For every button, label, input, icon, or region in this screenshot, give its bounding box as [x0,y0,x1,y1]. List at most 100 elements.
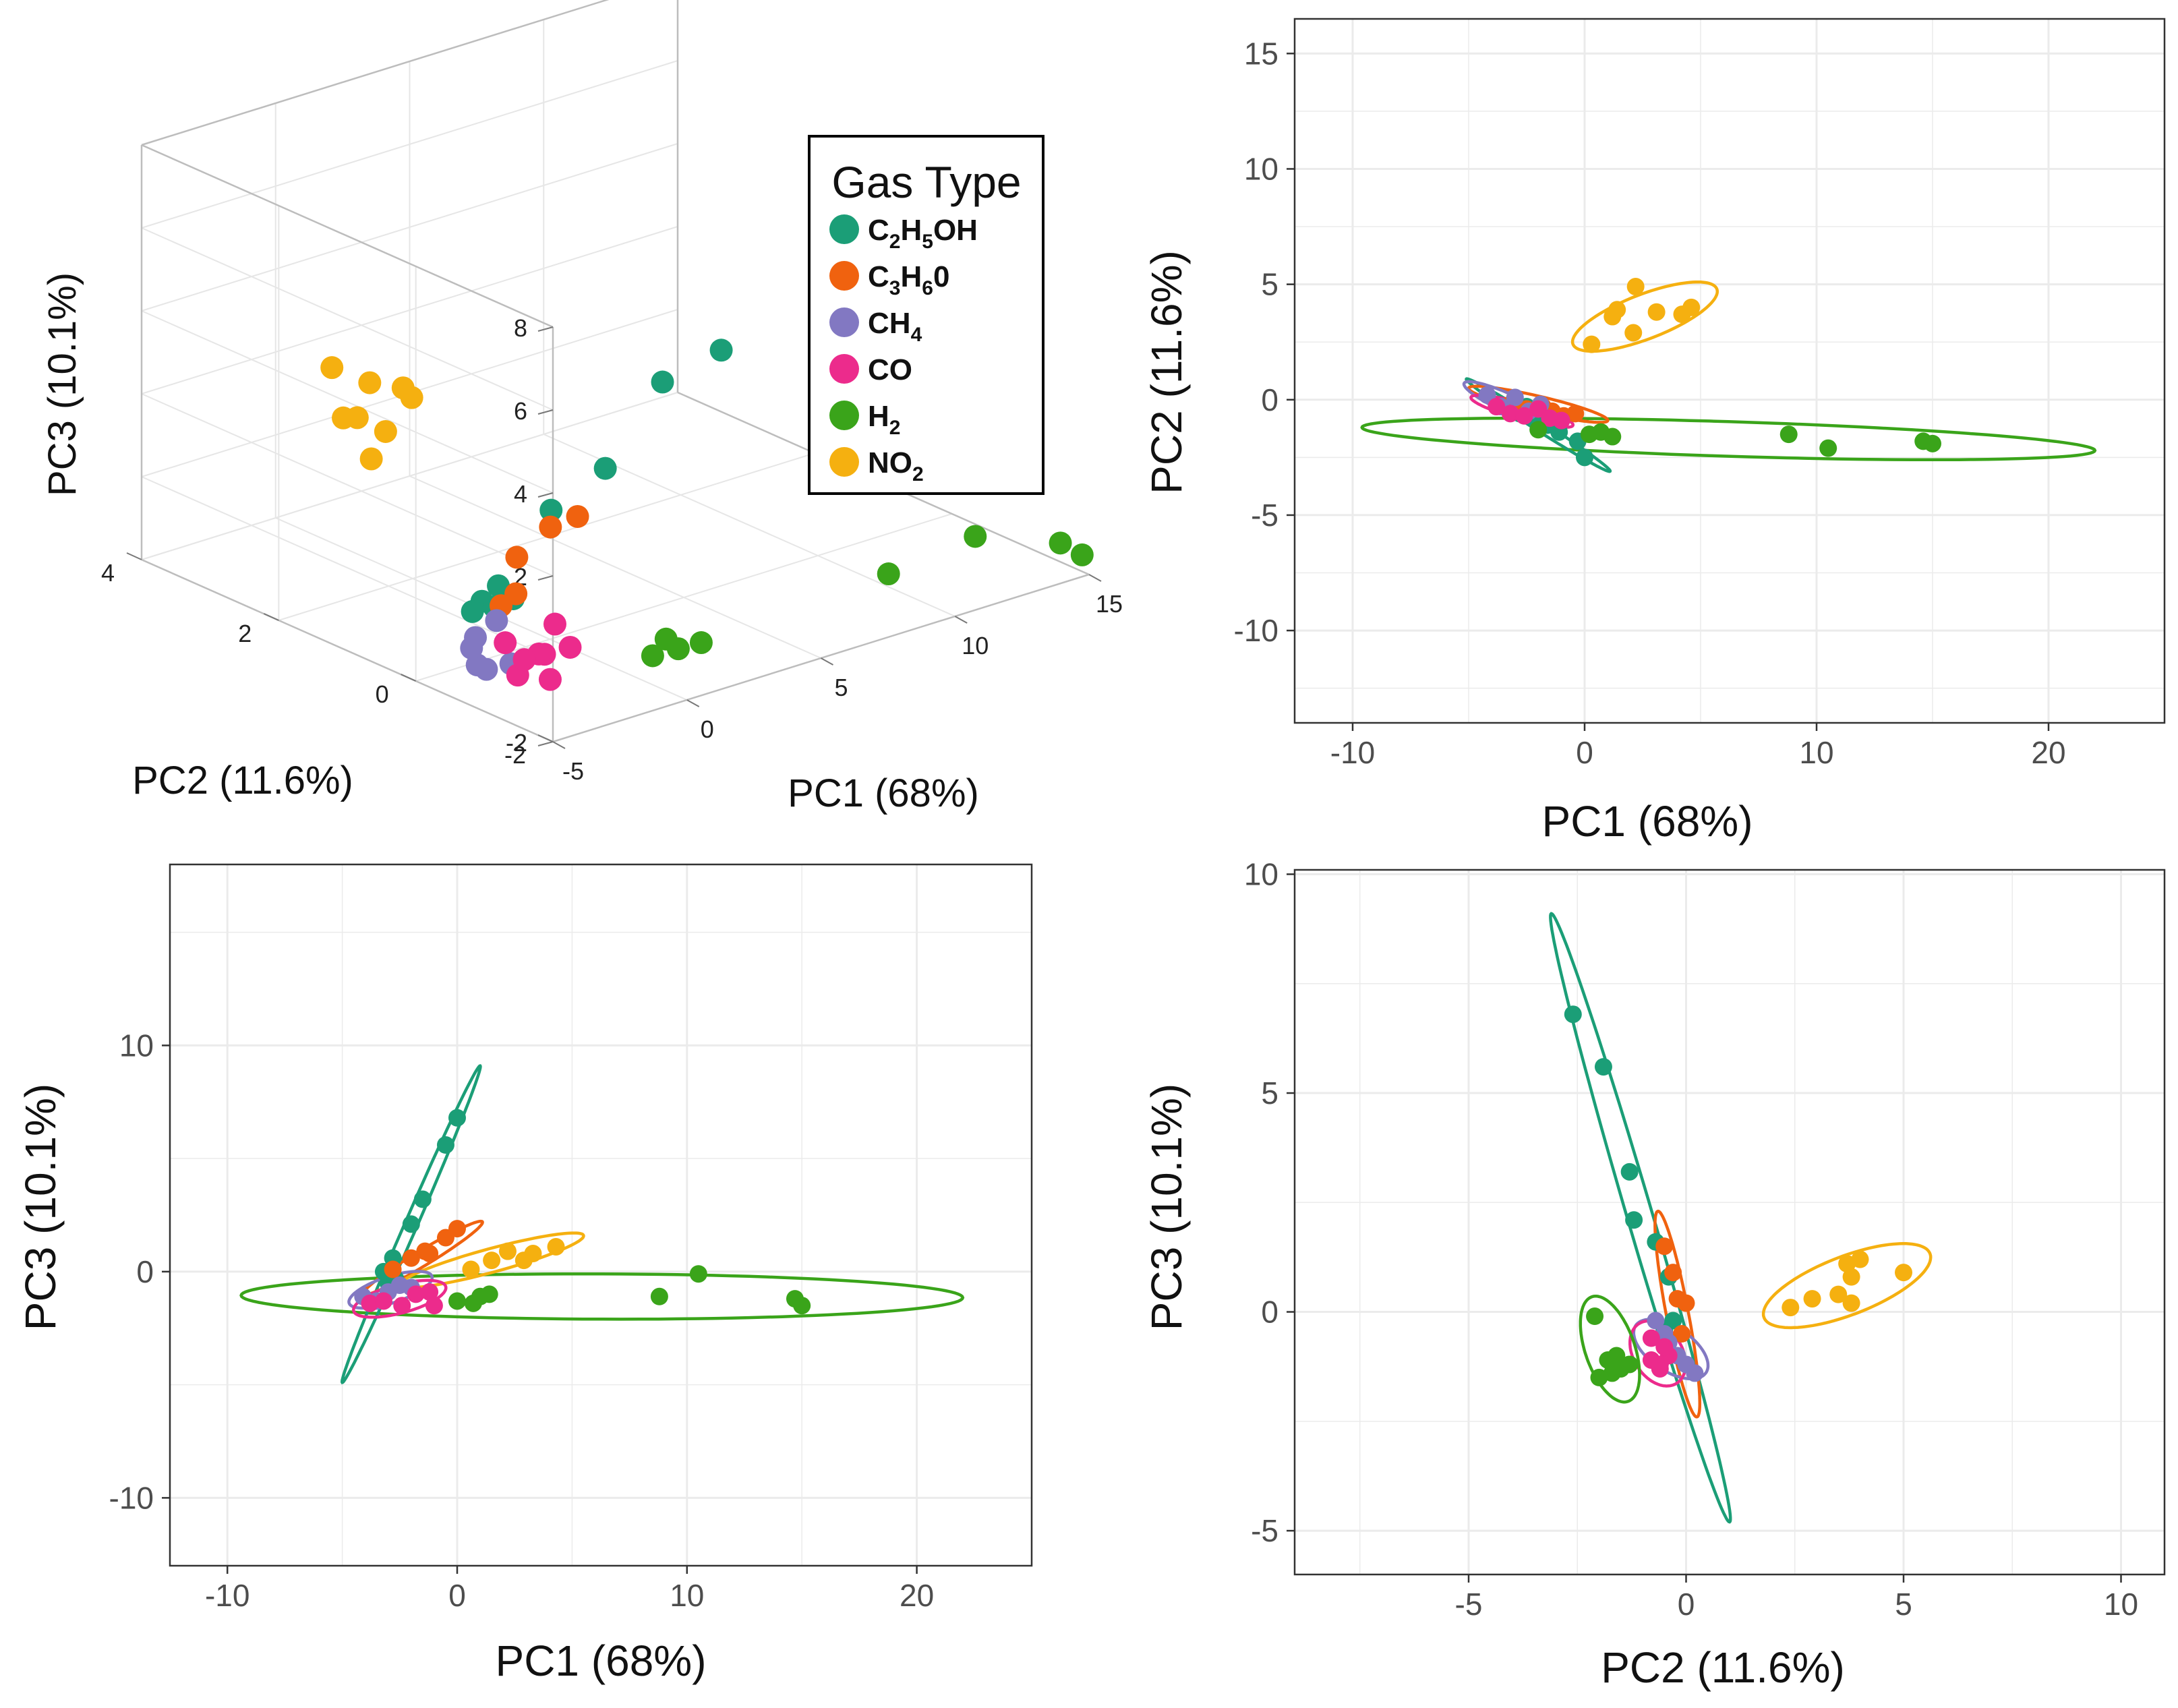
tick-y [126,552,142,560]
point-CH4 [1506,388,1524,407]
point-NO2 [1647,303,1666,321]
tick-x [821,657,833,666]
tick-label-y: 4 [101,559,115,587]
point-C2H5OH [593,457,617,480]
point-H2 [641,644,664,668]
point-C3H6O [448,1220,466,1238]
tick-label-x: 20 [2031,735,2065,770]
point-H2 [1603,428,1622,446]
tick-label-z: 4 [514,480,527,508]
grid-back-z [141,60,678,229]
point-NO2 [462,1260,480,1278]
axis-edge [141,558,554,743]
tick-label-y: 5 [1261,267,1278,302]
point-NO2 [483,1251,501,1270]
point-NO2 [1682,298,1701,316]
legend-marker-CH4 [829,307,859,337]
ellipse-H2 [1360,416,2097,462]
point-NO2 [1624,324,1643,342]
grid-left-z [141,310,554,494]
point-CO [1552,411,1570,430]
legend-items: C2H5OH C3H60 CH4 CO H2 NO2 [829,214,978,485]
point-CO [361,1294,379,1312]
tick-label-y: 15 [1244,36,1278,71]
legend-marker-H2 [829,401,859,430]
point-CO [1501,405,1519,423]
panel-pc2-pc3: -5 0 5 10 -5 0 5 10 [1244,856,2166,1622]
point-NO2 [1895,1264,1912,1282]
point-NO2 [359,447,383,471]
grid-left-z [141,227,554,411]
legend-title: Gas Type [831,157,1021,207]
point-NO2 [391,376,415,400]
grid-left-z [141,476,554,659]
point-H2 [1819,439,1837,457]
point-NO2 [358,371,382,394]
tick-label-y: 10 [119,1028,154,1063]
tick-x [552,741,566,749]
ellipse-H2 [1579,1295,1641,1404]
point-CO [1488,398,1506,416]
point-C3H6O [402,1249,420,1267]
point-C2H5OH [651,370,674,394]
tick-label-x: -5 [1455,1587,1483,1622]
point-NO2 [345,406,369,430]
tick-label-y: 2 [238,620,252,647]
point-C2H5OH [487,574,510,597]
legend-label-C3H6O: C3H60 [868,260,949,299]
point-NO2 [1626,278,1645,296]
axis-edge [141,0,610,146]
plot-area [170,864,1032,1566]
tick-label-x: 0 [1678,1587,1695,1622]
point-NO2 [1842,1294,1860,1312]
tick-label-y: 0 [376,680,389,708]
panel-pc1-pc3: -10 0 10 20 -10 0 10 [109,863,1033,1613]
tick-z [537,741,554,746]
tick-label-y: 5 [1261,1076,1278,1111]
tick-label-x: 10 [1799,735,1833,770]
point-H2 [793,1297,811,1315]
tick-label-x: -10 [205,1578,249,1613]
tick-label-x: -10 [1330,735,1375,770]
tick-label-x: 15 [1096,590,1123,618]
point-NO2 [1803,1290,1821,1308]
point-CO [1655,1338,1674,1356]
tick-y [401,674,417,682]
legend-marker-C2H5OH [829,214,859,244]
point-CH4 [1686,1364,1704,1382]
plot-area [1295,870,2165,1574]
point-CH4 [485,609,508,632]
tick-z [537,326,554,332]
point-CO [494,631,517,655]
tick-label-y: -2 [504,741,526,769]
tick-label-x: 0 [448,1578,466,1613]
xlabel: PC1 (68%) [788,771,979,815]
tick-label-z: -2 [506,729,527,757]
tick-z [537,575,554,581]
point-CH4 [1647,1312,1665,1330]
grid-back-z [141,143,678,312]
tick-z [537,409,554,415]
point-C2H5OH [539,498,563,522]
point-C3H6O [566,504,589,528]
point-C3H6O [1664,1264,1682,1282]
point-H2 [689,631,713,655]
grid-floor-x [409,475,821,659]
panel-pc1-pc2: -10 0 10 20 -10 -5 0 5 10 15 [1234,18,2166,770]
point-CO [543,612,566,636]
axis-edge [141,144,554,328]
tick-label-y: -10 [1234,613,1278,648]
point-H2 [1924,434,1941,452]
point-C2H5OH [709,338,733,362]
tick-label-y: -10 [109,1480,154,1515]
tick-label-y: 10 [1244,856,1278,891]
ellipse-C3H6O [1653,1210,1702,1419]
tick-label-y: -5 [1251,498,1278,533]
point-C2H5OH [1625,1211,1643,1229]
point-C2H5OH [402,1215,420,1233]
point-H2 [654,627,678,651]
ellipse-NO2 [1761,1242,1933,1330]
point-C3H6O [1677,1294,1695,1312]
pD-xlabel: PC2 (11.6%) [1601,1643,1845,1692]
